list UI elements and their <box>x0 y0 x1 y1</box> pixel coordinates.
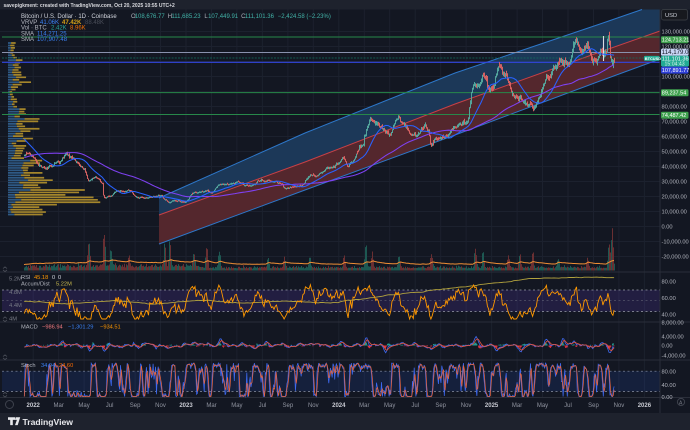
svg-text:0: 0 <box>58 275 61 281</box>
svg-text:124,713.21: 124,713.21 <box>662 38 690 44</box>
svg-text:Vol · BTC: Vol · BTC <box>21 26 47 32</box>
svg-text:Bitcoin / U.S. Dollar · 1D · C: Bitcoin / U.S. Dollar · 1D · Coinbase <box>21 14 117 20</box>
svg-text:88.48K: 88.48K <box>85 20 104 26</box>
svg-text:Mar: Mar <box>54 403 64 409</box>
svg-text:5.22M: 5.22M <box>56 282 72 288</box>
svg-text:Jul: Jul <box>564 403 572 409</box>
svg-text:15:04:43: 15:04:43 <box>665 61 685 67</box>
svg-text:8,000.00: 8,000.00 <box>662 321 684 327</box>
svg-text:40.00: 40.00 <box>662 312 676 318</box>
svg-text:Jul: Jul <box>411 403 419 409</box>
svg-text:114,179.03: 114,179.03 <box>662 49 690 56</box>
svg-text:30,000.00: 30,000.00 <box>662 180 687 186</box>
svg-text:4,000.00: 4,000.00 <box>662 335 684 341</box>
svg-text:4.4M: 4.4M <box>9 303 22 309</box>
svg-text:41.06K: 41.06K <box>40 20 59 26</box>
svg-text:TradingView: TradingView <box>23 417 74 427</box>
svg-text:Accum/Dist: Accum/Dist <box>21 282 50 288</box>
svg-text:4M: 4M <box>9 316 17 322</box>
svg-text:SMA: SMA <box>21 37 34 43</box>
svg-text:4.8M: 4.8M <box>9 290 22 296</box>
svg-text:60.00: 60.00 <box>662 296 676 302</box>
svg-text:2026: 2026 <box>638 403 652 409</box>
svg-text:47.42K: 47.42K <box>62 20 82 26</box>
svg-text:50,000.00: 50,000.00 <box>662 150 687 156</box>
svg-text:2022: 2022 <box>27 403 41 409</box>
svg-text:−1,301.29: −1,301.29 <box>68 325 93 331</box>
svg-text:-4,000.00: -4,000.00 <box>662 353 686 359</box>
svg-text:2025: 2025 <box>485 403 499 409</box>
svg-text:Sep: Sep <box>435 403 446 409</box>
svg-text:114,271.25: 114,271.25 <box>37 31 67 37</box>
svg-text:C: C <box>241 14 246 20</box>
svg-text:74,487.42: 74,487.42 <box>662 113 686 119</box>
svg-text:107,449.91: 107,449.91 <box>208 14 239 20</box>
svg-text:2024: 2024 <box>332 403 346 409</box>
svg-text:H: H <box>168 14 172 20</box>
svg-text:-20,000.00: -20,000.00 <box>662 255 689 261</box>
svg-text:8.96K: 8.96K <box>70 26 86 32</box>
svg-text:−2,424.58 (−2.23%): −2,424.58 (−2.23%) <box>278 14 331 20</box>
svg-text:0: 0 <box>52 275 55 281</box>
svg-text:70,000.00: 70,000.00 <box>662 120 687 126</box>
svg-text:Jul: Jul <box>106 403 114 409</box>
svg-text:40.00: 40.00 <box>662 383 676 389</box>
svg-text:Nov: Nov <box>155 403 166 409</box>
svg-text:RSI: RSI <box>21 275 31 281</box>
svg-text:May: May <box>537 403 548 409</box>
svg-text:45.18: 45.18 <box>34 275 48 281</box>
svg-text:34.94: 34.94 <box>41 363 55 369</box>
svg-text:May: May <box>384 403 395 409</box>
svg-text:111,685.23: 111,685.23 <box>171 14 201 20</box>
svg-text:Sep: Sep <box>588 403 599 409</box>
svg-text:2.42K: 2.42K <box>51 26 67 32</box>
svg-text:80,000.00: 80,000.00 <box>662 105 687 111</box>
svg-text:USD: USD <box>665 13 677 19</box>
svg-text:5.2M: 5.2M <box>9 277 22 283</box>
svg-text:80.00: 80.00 <box>662 280 676 286</box>
svg-text:Mar: Mar <box>206 403 216 409</box>
svg-text:2023: 2023 <box>179 403 193 409</box>
svg-text:Nov: Nov <box>308 403 319 409</box>
svg-text:108,676.77: 108,676.77 <box>135 14 166 20</box>
svg-text:0.00: 0.00 <box>662 395 673 401</box>
svg-text:VRVP: VRVP <box>21 20 37 26</box>
svg-text:A: A <box>679 400 683 406</box>
svg-text:100,000.00: 100,000.00 <box>662 75 690 81</box>
svg-text:89,237.54: 89,237.54 <box>662 91 686 97</box>
svg-text:Mar: Mar <box>512 403 522 409</box>
svg-text:Mar: Mar <box>359 403 369 409</box>
svg-text:SMA: SMA <box>21 31 34 37</box>
svg-text:107,907.48: 107,907.48 <box>37 37 68 43</box>
svg-text:May: May <box>78 403 89 409</box>
svg-text:10,000.00: 10,000.00 <box>662 210 687 216</box>
svg-text:Stoch: Stoch <box>21 363 36 369</box>
svg-text:L: L <box>204 14 208 20</box>
svg-text:Sep: Sep <box>283 403 294 409</box>
svg-text:111,101.36: 111,101.36 <box>662 57 689 63</box>
svg-text:−986.94: −986.94 <box>42 325 63 331</box>
svg-text:O: O <box>131 14 136 20</box>
svg-text:Nov: Nov <box>461 403 472 409</box>
svg-text:0.00: 0.00 <box>662 344 673 350</box>
svg-text:107,891.77: 107,891.77 <box>662 68 690 74</box>
svg-text:−934.51: −934.51 <box>100 325 121 331</box>
svg-text:60,000.00: 60,000.00 <box>662 135 687 141</box>
svg-text:May: May <box>231 403 242 409</box>
svg-text:BTCUSD: BTCUSD <box>645 56 661 61</box>
svg-text:111,101.36: 111,101.36 <box>245 14 275 20</box>
svg-text:80.00: 80.00 <box>662 369 676 375</box>
svg-text:0.00: 0.00 <box>662 225 673 231</box>
svg-text:130,000.00: 130,000.00 <box>662 30 690 36</box>
svg-text:Nov: Nov <box>614 403 625 409</box>
svg-text:20,000.00: 20,000.00 <box>662 195 687 201</box>
svg-text:40,000.00: 40,000.00 <box>662 165 687 171</box>
svg-text:-10,000.00: -10,000.00 <box>662 240 689 246</box>
svg-text:120,000.00: 120,000.00 <box>662 45 690 51</box>
svg-text:Sep: Sep <box>130 403 141 409</box>
svg-text:savepigkment: created with Tra: savepigkment: created with TradingView.c… <box>4 3 176 9</box>
svg-text:MACD: MACD <box>21 325 38 331</box>
svg-text:24.60: 24.60 <box>59 363 73 369</box>
svg-text:Jul: Jul <box>259 403 267 409</box>
